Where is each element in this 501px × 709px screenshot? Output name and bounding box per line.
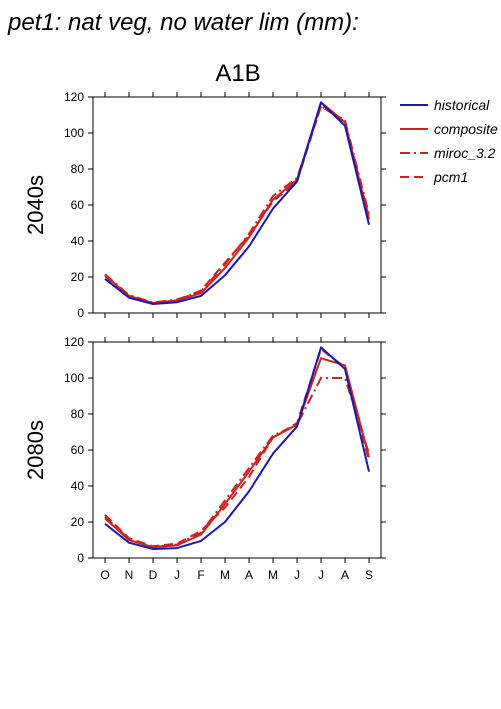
y-tick-label: 100: [64, 371, 84, 385]
y-tick-label: 40: [71, 234, 85, 248]
legend-label: miroc_3.2: [434, 145, 496, 161]
x-tick-label: J: [318, 568, 324, 582]
y-tick-label: 120: [64, 90, 84, 104]
x-tick-label: A: [245, 568, 253, 582]
series-line-miroc_3.2: [104, 105, 370, 304]
y-tick-label: 100: [64, 126, 84, 140]
plot-frame: [92, 96, 382, 314]
x-tick-label: N: [125, 568, 134, 582]
panel-2080s: 0 20 40 60 80 100 120 O N D J F M A M J J A S 2080s: [23, 335, 386, 582]
y-tick-label: 80: [71, 407, 85, 421]
y-tick-label: 120: [64, 335, 84, 349]
legend-item-miroc_3.2: miroc_3.2: [400, 145, 496, 161]
chart-panels: 0 20 40 60 80 100 120 2040s 0 20 40 60 80 100 120 O N D J F…: [23, 90, 386, 582]
x-tick-label: M: [220, 568, 230, 582]
series-line-miroc_3.2: [104, 377, 370, 549]
series-line-composite: [104, 357, 370, 549]
y-tick-label: 0: [77, 306, 84, 320]
x-tick-label: O: [100, 568, 109, 582]
legend-label: historical: [434, 97, 490, 113]
x-tick-label: S: [365, 568, 373, 582]
x-tick-label: J: [174, 568, 180, 582]
legend-item-composite: composite: [400, 121, 498, 137]
period-label: 2080s: [23, 420, 48, 480]
x-tick-label: J: [294, 568, 300, 582]
legend-label: composite: [434, 121, 498, 137]
y-tick-label: 20: [71, 515, 85, 529]
y-tick-label: 80: [71, 162, 85, 176]
legend-label: pcm1: [433, 169, 468, 185]
y-tick-label: 20: [71, 270, 85, 284]
x-tick-label: F: [197, 568, 204, 582]
legend-item-historical: historical: [400, 97, 490, 113]
page-title: pet1: nat veg, no water lim (mm):: [8, 9, 359, 36]
scenario-title: A1B: [215, 60, 260, 87]
period-label: 2040s: [23, 175, 48, 235]
series-line-historical: [104, 101, 370, 305]
legend-item-pcm1: pcm1: [400, 169, 468, 185]
series-line-historical: [104, 346, 370, 550]
y-tick-label: 60: [71, 198, 85, 212]
panel-2040s: 0 20 40 60 80 100 120 2040s: [23, 90, 386, 320]
series-line-composite: [104, 101, 370, 305]
chart-legend: historical composite miroc_3.2 pcm1: [400, 97, 498, 185]
x-tick-label: D: [149, 568, 158, 582]
series-line-pcm1: [104, 105, 370, 305]
series-line-pcm1: [104, 348, 370, 548]
x-tick-label: A: [341, 568, 349, 582]
y-tick-label: 40: [71, 479, 85, 493]
y-tick-label: 0: [77, 551, 84, 565]
x-tick-label: M: [268, 568, 278, 582]
y-tick-label: 60: [71, 443, 85, 457]
plot-frame: [92, 341, 382, 559]
